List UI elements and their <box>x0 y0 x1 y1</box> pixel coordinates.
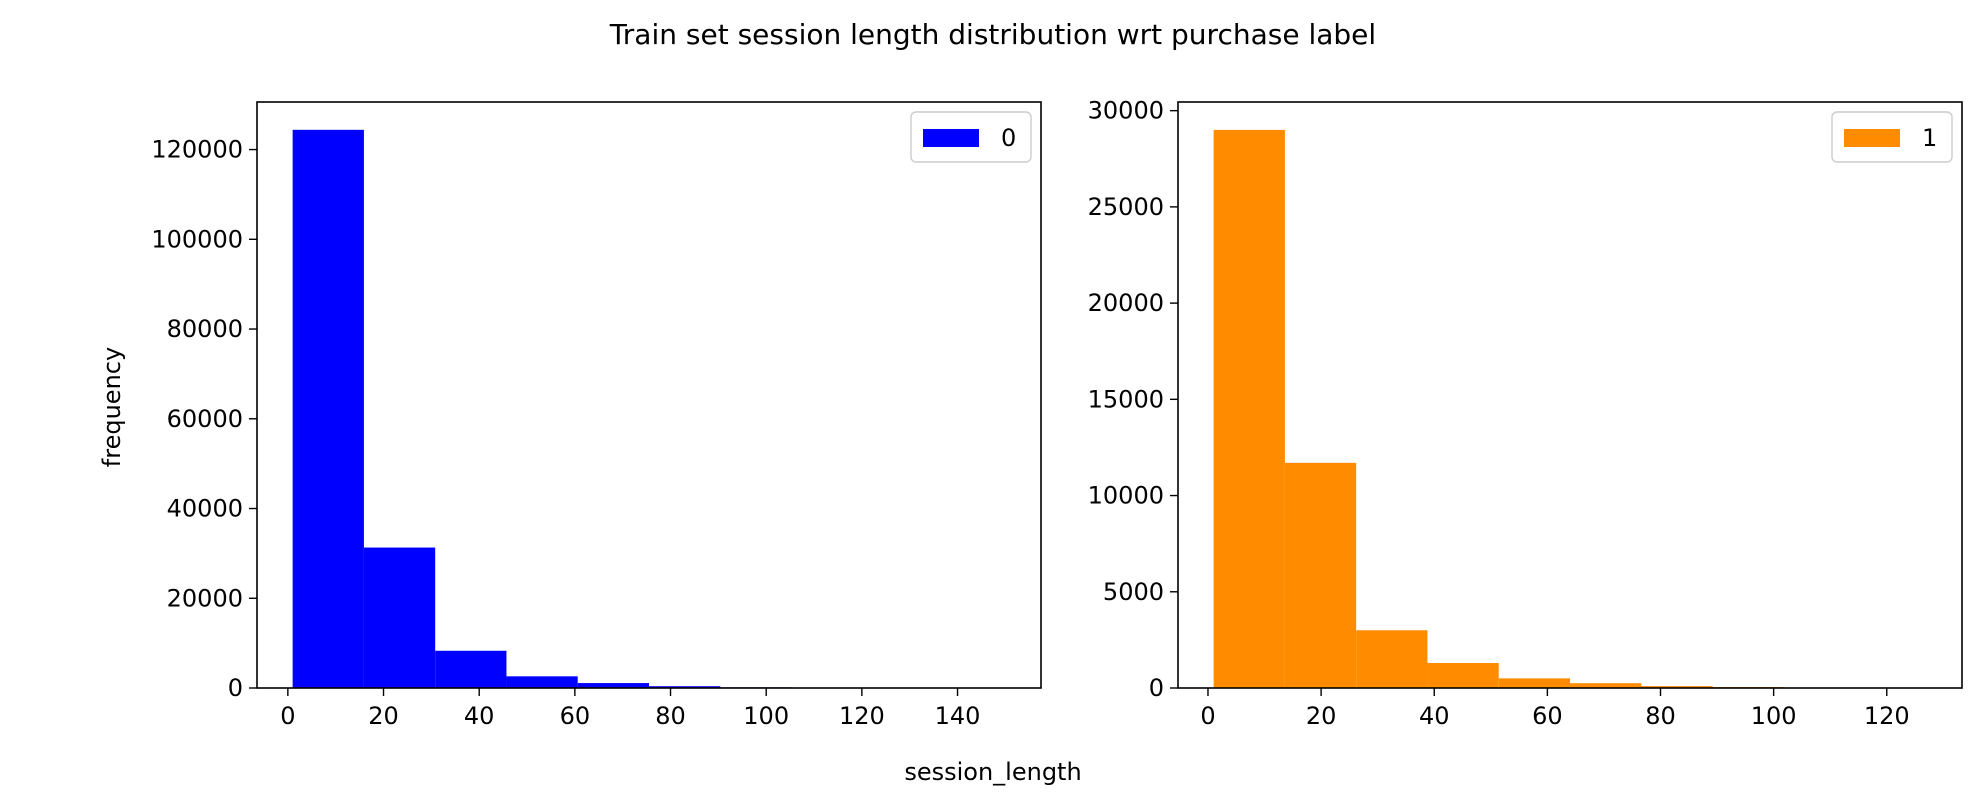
axes-frame <box>256 101 1042 689</box>
y-tick-label: 10000 <box>1088 482 1164 510</box>
y-tick-label: 20000 <box>167 584 243 612</box>
legend-label: 0 <box>1001 124 1016 152</box>
histogram-bar <box>506 676 578 688</box>
legend-label: 1 <box>1922 124 1937 152</box>
x-tick-label: 120 <box>839 702 885 730</box>
x-tick-label: 100 <box>1751 702 1797 730</box>
x-tick-label: 120 <box>1864 702 1910 730</box>
y-tick-label: 20000 <box>1088 289 1164 317</box>
figure-title: Train set session length distribution wr… <box>609 18 1376 51</box>
y-tick-label: 25000 <box>1088 193 1164 221</box>
y-tick-label: 100000 <box>151 225 243 253</box>
y-tick-label: 15000 <box>1088 385 1164 413</box>
histogram-bar <box>292 129 364 688</box>
x-tick-label: 20 <box>1306 702 1337 730</box>
y-tick-label: 40000 <box>167 495 243 523</box>
x-tick-label: 40 <box>464 702 495 730</box>
x-tick-label: 60 <box>560 702 591 730</box>
legend: 0 <box>910 111 1032 163</box>
x-tick-label: 0 <box>280 702 295 730</box>
y-tick-label: 80000 <box>167 315 243 343</box>
y-tick-label: 120000 <box>151 136 243 164</box>
x-tick-label: 80 <box>655 702 686 730</box>
panel-2: 0 20 40 60 80 100 120 0 5000 10000 15000 20000 25000… <box>1088 97 1963 730</box>
x-tick-label: 80 <box>1645 702 1676 730</box>
histogram-bar <box>1213 129 1285 688</box>
y-tick-label: 0 <box>228 674 243 702</box>
y-axis-label: frequency <box>98 347 126 467</box>
axes-frame <box>1177 101 1963 689</box>
histogram-bar <box>363 547 436 688</box>
histogram-bar <box>649 686 721 688</box>
histogram-bar <box>1284 462 1357 688</box>
panel-1: 0 20 40 60 80 100 120 140 0 20000 40000 60000 80000 1… <box>151 101 1042 730</box>
y-tick-label: 5000 <box>1103 578 1164 606</box>
histogram-bar <box>1570 683 1642 688</box>
y-tick-label: 0 <box>1149 674 1164 702</box>
x-tick-label: 20 <box>368 702 399 730</box>
histogram-bar <box>435 650 507 688</box>
histogram-bar <box>1641 686 1713 688</box>
x-tick-label: 60 <box>1532 702 1563 730</box>
histogram-bar <box>577 683 649 688</box>
x-tick-label: 40 <box>1419 702 1450 730</box>
legend: 1 <box>1831 111 1953 163</box>
x-tick-label: 100 <box>743 702 789 730</box>
y-tick-label: 60000 <box>167 405 243 433</box>
legend-swatch <box>923 129 979 147</box>
x-tick-label: 140 <box>935 702 981 730</box>
x-axis-label: session_length <box>904 758 1081 786</box>
y-tick-label: 30000 <box>1088 97 1164 125</box>
legend-swatch <box>1844 129 1900 147</box>
histogram-bar <box>1427 662 1499 688</box>
histogram-bar <box>1356 630 1428 688</box>
histogram-bar <box>1498 678 1570 688</box>
x-tick-label: 0 <box>1200 702 1215 730</box>
